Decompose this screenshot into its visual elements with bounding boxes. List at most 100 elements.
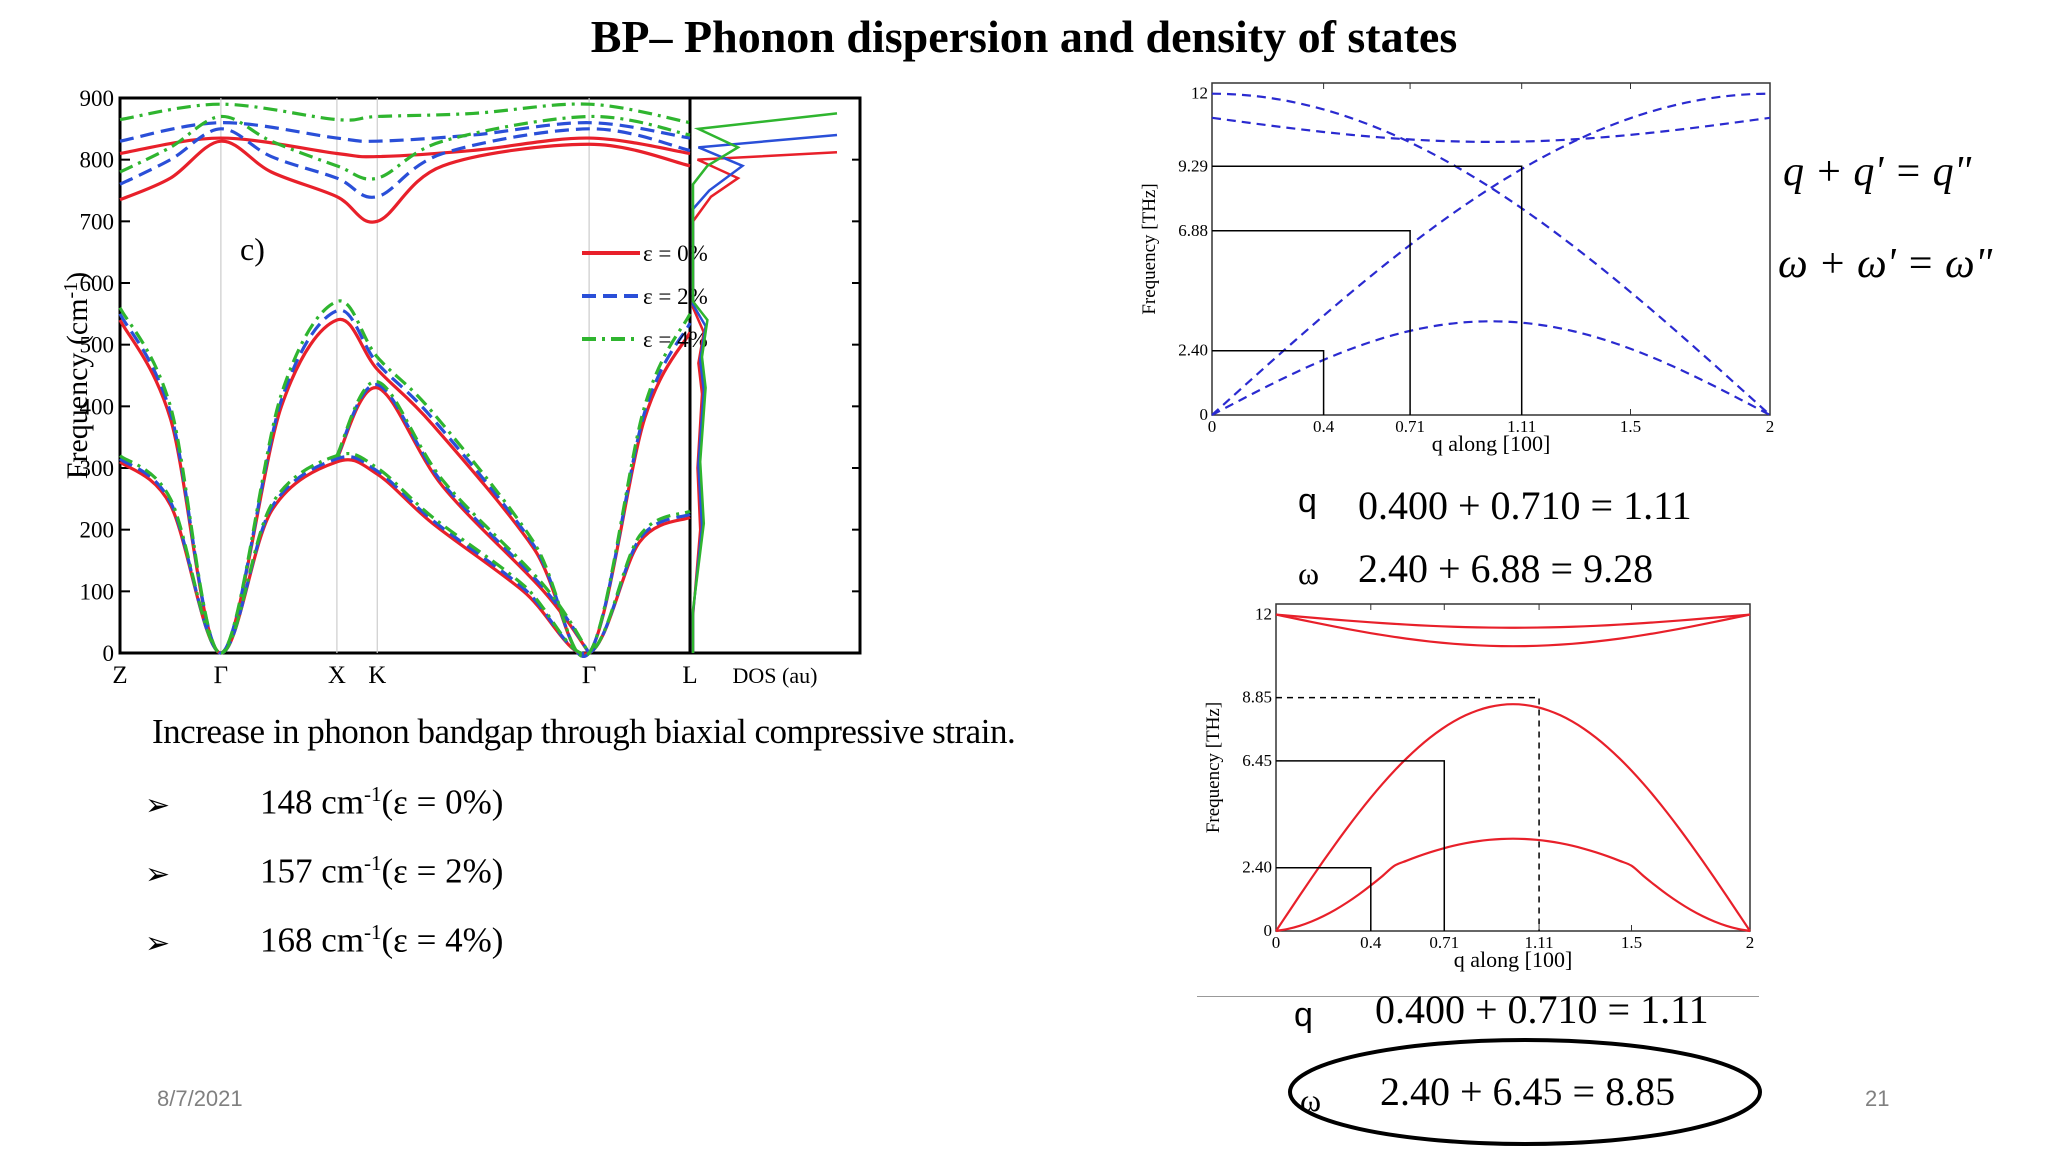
- x-tick-label: 2: [1766, 417, 1775, 436]
- y-tick-label: 700: [80, 209, 115, 234]
- bullet-arrow-icon: ➢: [145, 789, 171, 822]
- y-tick-label: 2.40: [1242, 858, 1272, 877]
- x-tick-label: 1.5: [1621, 933, 1642, 952]
- band-line-eps4: [119, 114, 691, 181]
- y-tick-label: 12: [1191, 84, 1208, 103]
- y-tick-label: 2.40: [1178, 341, 1208, 360]
- marker-guide: [1212, 349, 1325, 415]
- band-line-eps2: [119, 127, 691, 199]
- dispersion-chart-red: 0 0.4 0.71 1.11 1.5 2 0 2.40 6.45 8.85 12 q along […: [1203, 603, 1755, 972]
- dos-curve: [691, 133, 838, 653]
- y-tick-label: 8.85: [1242, 688, 1272, 707]
- band-line-eps4: [119, 102, 691, 125]
- marker-guide: [1212, 165, 1523, 415]
- y-tick-label: 12: [1255, 605, 1272, 624]
- slide-title: BP– Phonon dispersion and density of sta…: [590, 11, 1458, 62]
- dispersion-band: [1211, 92, 1771, 416]
- slide-date: 8/7/2021: [157, 1086, 243, 1111]
- marker-guide: [1276, 866, 1372, 931]
- dos-curve: [691, 112, 838, 653]
- band-line-eps2: [118, 308, 692, 658]
- y-tick-label: 800: [80, 148, 115, 173]
- x-tick-label: Z: [112, 662, 127, 689]
- y-tick-label: 0: [1264, 921, 1273, 940]
- eq2-omega-symbol: ω: [1300, 1082, 1322, 1118]
- band-line-eps4: [118, 299, 692, 658]
- y-tick-label: 9.29: [1178, 156, 1208, 175]
- x-tick-label: Γ: [582, 662, 596, 689]
- y-axis-label: Frequency [THz]: [1203, 702, 1224, 833]
- legend-label: ε = 4%: [643, 327, 708, 352]
- x-tick-label: L: [682, 662, 697, 689]
- y-tick-label: 6.45: [1242, 751, 1272, 770]
- q-conservation-relation: q + q' = q": [1783, 149, 1972, 195]
- eq1-q-symbol: q: [1298, 482, 1317, 520]
- omega-conservation-relation: ω + ω' = ω": [1778, 241, 1993, 287]
- dispersion-band: [1211, 320, 1771, 416]
- dos-curve: [691, 151, 838, 653]
- dispersion-band: [1275, 613, 1751, 629]
- band-line-eps2: [119, 121, 691, 143]
- eq1-q-sum: 0.400 + 0.710 = 1.11: [1358, 483, 1692, 528]
- band-line-eps4: [335, 380, 591, 654]
- y-axis-label: Frequency (cm-1): [60, 272, 94, 479]
- caption-text: Increase in phonon bandgap through biaxi…: [152, 712, 1016, 751]
- phonon-dispersion-chart: 0 100 200 300 400 500 600 700 800 900 Z Γ X K Γ L DOS (a…: [60, 86, 862, 689]
- x-tick-label: 0.4: [1360, 933, 1382, 952]
- y-tick-label: 0: [103, 641, 115, 666]
- band-line-eps2: [118, 455, 691, 656]
- y-tick-label: 500: [80, 333, 115, 358]
- band-line-eps2: [335, 383, 591, 654]
- plot-frame: [1211, 82, 1771, 416]
- slide-number: 21: [1865, 1086, 1890, 1111]
- dispersion-band: [1275, 703, 1751, 932]
- x-tick-label: 2: [1746, 933, 1755, 952]
- x-tick-label: 0.4: [1313, 417, 1335, 436]
- band-line-eps4: [118, 451, 691, 656]
- dispersion-band: [1275, 613, 1751, 648]
- x-tick-label: X: [328, 662, 346, 689]
- x-tick-label: 0: [1208, 417, 1217, 436]
- x-tick-label: 1.11: [1507, 417, 1536, 436]
- eq1-omega-symbol: ω: [1298, 555, 1320, 591]
- y-tick-label: 900: [80, 86, 115, 111]
- highlight-ellipse: [1288, 1038, 1762, 1146]
- x-tick-label: 1.5: [1620, 417, 1641, 436]
- dispersion-band: [1211, 116, 1771, 144]
- y-tick-label: 300: [80, 456, 115, 481]
- eq1-omega-sum: 2.40 + 6.88 = 9.28: [1358, 546, 1654, 591]
- panel-label: c): [240, 231, 265, 267]
- band-line-eps0: [119, 136, 691, 159]
- x-axis-label: q along [100]: [1432, 431, 1551, 456]
- band-line-eps0: [335, 386, 591, 654]
- plot-frame: [1275, 603, 1751, 932]
- dispersion-chart-blue: 0 0.4 0.71 1.11 1.5 2 0 2.40 6.88 9.29 12 q along […: [1139, 82, 1775, 456]
- y-tick-label: 0: [1200, 405, 1209, 424]
- bullet-arrow-icon: ➢: [145, 927, 171, 960]
- marker-guide: [1276, 760, 1446, 931]
- eq2-q-sum: 0.400 + 0.710 = 1.11: [1375, 987, 1709, 1032]
- eq2-q-symbol: q: [1294, 996, 1313, 1034]
- x-tick-label: 0: [1272, 933, 1281, 952]
- bullet-item: 157 cm-1(ε = 2%): [260, 851, 504, 891]
- legend-label: ε = 2%: [643, 284, 708, 309]
- x-axis-label: q along [100]: [1454, 947, 1573, 972]
- band-line-eps0: [119, 139, 691, 224]
- x-tick-label: 0.71: [1429, 933, 1459, 952]
- marker-guide-dashed: [1276, 696, 1540, 931]
- legend-label: ε = 0%: [643, 241, 708, 266]
- dos-axis-label: DOS (au): [733, 663, 818, 688]
- bullet-item: 148 cm-1(ε = 0%): [260, 782, 504, 822]
- x-tick-label: Γ: [214, 662, 228, 689]
- y-tick-label: 6.88: [1178, 221, 1208, 240]
- x-tick-label: 0.71: [1395, 417, 1425, 436]
- bullet-item: 168 cm-1(ε = 4%): [260, 920, 504, 960]
- dispersion-band: [1211, 92, 1771, 416]
- eq2-omega-sum: 2.40 + 6.45 = 8.85: [1380, 1069, 1676, 1114]
- plot-frame: [118, 96, 862, 655]
- divider-line: [1197, 996, 1759, 997]
- bullet-arrow-icon: ➢: [145, 858, 171, 891]
- x-tick-label: 1.11: [1525, 933, 1554, 952]
- y-axis-label: Frequency [THz]: [1139, 183, 1160, 314]
- x-tick-label: K: [368, 662, 386, 689]
